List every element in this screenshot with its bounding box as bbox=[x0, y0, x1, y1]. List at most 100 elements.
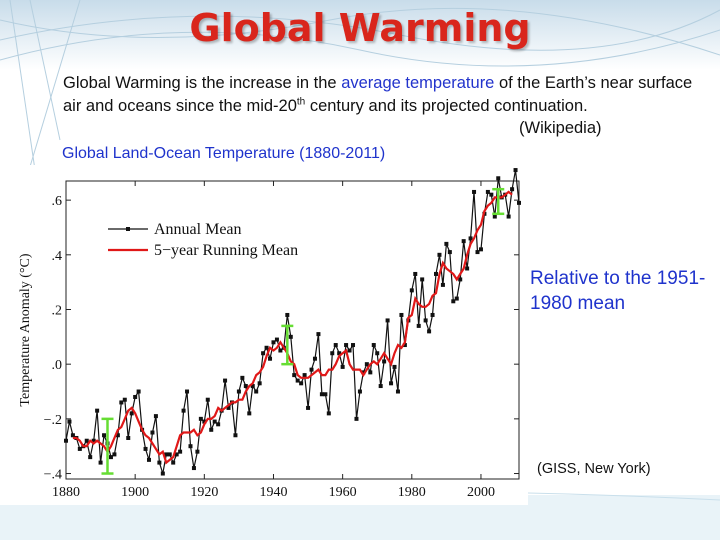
annual-mean-point bbox=[292, 373, 297, 378]
annual-mean-point bbox=[489, 192, 494, 197]
annual-mean-point bbox=[233, 433, 238, 438]
annual-mean-point bbox=[188, 444, 193, 449]
annual-mean-point bbox=[160, 471, 165, 476]
annual-mean-point bbox=[506, 214, 511, 219]
annual-mean-point bbox=[454, 296, 459, 301]
annual-mean-point bbox=[458, 277, 463, 282]
annual-mean-point bbox=[247, 411, 252, 416]
annual-mean-point bbox=[191, 466, 196, 471]
annual-mean-point bbox=[88, 455, 93, 460]
x-tick-label: 2000 bbox=[467, 485, 495, 500]
annual-mean-point bbox=[409, 288, 414, 293]
uncertainty-bar bbox=[492, 187, 505, 216]
annual-mean-point bbox=[243, 384, 248, 389]
temperature-chart: 1880 1900 1920 1940 1960 1980 2000 −.4 −.2 .0 .2 .4… bbox=[0, 165, 528, 505]
slide-title: Global Warming bbox=[189, 6, 531, 50]
intro-text-middle: of the Earth’s near surface air and ocea… bbox=[63, 74, 693, 115]
annual-mean-point bbox=[319, 392, 324, 397]
annual-mean-point bbox=[444, 241, 449, 246]
annual-mean-point bbox=[181, 408, 186, 413]
annual-mean-point bbox=[496, 176, 501, 181]
intro-highlight-link[interactable]: average temperature bbox=[341, 74, 495, 92]
x-tick-label: 1920 bbox=[190, 485, 218, 500]
annual-mean-point bbox=[389, 381, 394, 386]
annual-mean-point bbox=[302, 373, 307, 378]
annual-mean-point bbox=[375, 351, 380, 356]
annual-mean-point bbox=[174, 452, 179, 457]
y-axis-label: Temperature Anomaly (°C) bbox=[18, 253, 33, 406]
annual-mean-point bbox=[119, 400, 124, 405]
annual-mean-point bbox=[216, 422, 221, 427]
annual-mean-point bbox=[364, 362, 369, 367]
annual-mean-point bbox=[98, 460, 103, 465]
annual-mean-point bbox=[434, 271, 439, 276]
annual-mean-point bbox=[468, 236, 473, 241]
annual-mean-point bbox=[268, 356, 273, 361]
uncertainty-bar bbox=[101, 417, 114, 475]
wikipedia-citation: (Wikipedia) bbox=[519, 119, 602, 137]
annual-mean-point bbox=[513, 168, 518, 173]
x-tick-label: 1900 bbox=[121, 485, 149, 500]
y-tick-label: −.2 bbox=[44, 413, 62, 428]
annual-mean-point bbox=[133, 394, 138, 399]
annual-mean-point bbox=[146, 457, 151, 462]
annual-mean-point bbox=[95, 408, 100, 413]
annual-mean-point bbox=[274, 337, 279, 342]
annual-mean-point bbox=[209, 427, 214, 432]
annual-mean-point bbox=[440, 282, 445, 287]
annual-mean-point bbox=[485, 189, 490, 194]
annual-mean-point bbox=[257, 381, 262, 386]
annual-mean-point bbox=[427, 329, 432, 334]
intro-paragraph: Global Warming is the increase in the av… bbox=[63, 72, 703, 137]
annual-mean-point bbox=[306, 405, 311, 410]
annual-mean-point bbox=[326, 411, 331, 416]
annual-mean-point bbox=[357, 389, 362, 394]
annual-mean-point bbox=[465, 266, 470, 271]
legend-running-label: 5−year Running Mean bbox=[154, 242, 298, 259]
annual-mean-point bbox=[492, 214, 497, 219]
annual-mean-point bbox=[178, 449, 183, 454]
annual-mean-point bbox=[333, 343, 338, 348]
annual-mean-point bbox=[378, 384, 383, 389]
annual-mean-point bbox=[126, 435, 131, 440]
annual-mean-point bbox=[361, 370, 366, 375]
annual-mean-point bbox=[112, 452, 117, 457]
annual-mean-point bbox=[240, 375, 245, 380]
annual-mean-point bbox=[236, 389, 241, 394]
annual-mean-point bbox=[368, 370, 373, 375]
annual-mean-point bbox=[67, 419, 72, 424]
annual-mean-point bbox=[150, 430, 155, 435]
annual-mean-point bbox=[129, 411, 134, 416]
annual-mean-point bbox=[371, 343, 376, 348]
annual-mean-point bbox=[299, 381, 304, 386]
annual-mean-point bbox=[167, 452, 172, 457]
annual-mean-point bbox=[171, 460, 176, 465]
annual-mean-point bbox=[102, 433, 107, 438]
annual-mean-point bbox=[250, 384, 255, 389]
legend-annual-marker bbox=[126, 227, 130, 231]
annual-mean-point bbox=[223, 378, 228, 383]
annual-mean-point bbox=[122, 397, 127, 402]
annual-mean-point bbox=[285, 312, 290, 317]
annual-mean-point bbox=[475, 250, 480, 255]
annual-mean-point bbox=[344, 343, 349, 348]
annual-mean-point bbox=[354, 416, 359, 421]
baseline-note: Relative to the 1951-1980 mean bbox=[530, 268, 706, 314]
annual-mean-point bbox=[288, 334, 293, 339]
x-tick-label: 1940 bbox=[259, 485, 287, 500]
running-mean-line bbox=[72, 190, 513, 465]
y-tick-label: .6 bbox=[52, 194, 63, 209]
annual-mean-point bbox=[202, 419, 207, 424]
annual-mean-point bbox=[91, 438, 96, 443]
annual-mean-point bbox=[157, 460, 162, 465]
annual-mean-point bbox=[351, 343, 356, 348]
annual-mean-point bbox=[195, 449, 200, 454]
annual-mean-point bbox=[451, 299, 456, 304]
annual-mean-point bbox=[399, 312, 404, 317]
source-note: (GISS, New York) bbox=[537, 461, 651, 477]
annual-mean-point bbox=[416, 323, 421, 328]
annual-mean-point bbox=[385, 318, 390, 323]
annual-mean-point bbox=[395, 389, 400, 394]
annual-mean-point bbox=[340, 364, 345, 369]
annual-mean-point bbox=[330, 351, 335, 356]
